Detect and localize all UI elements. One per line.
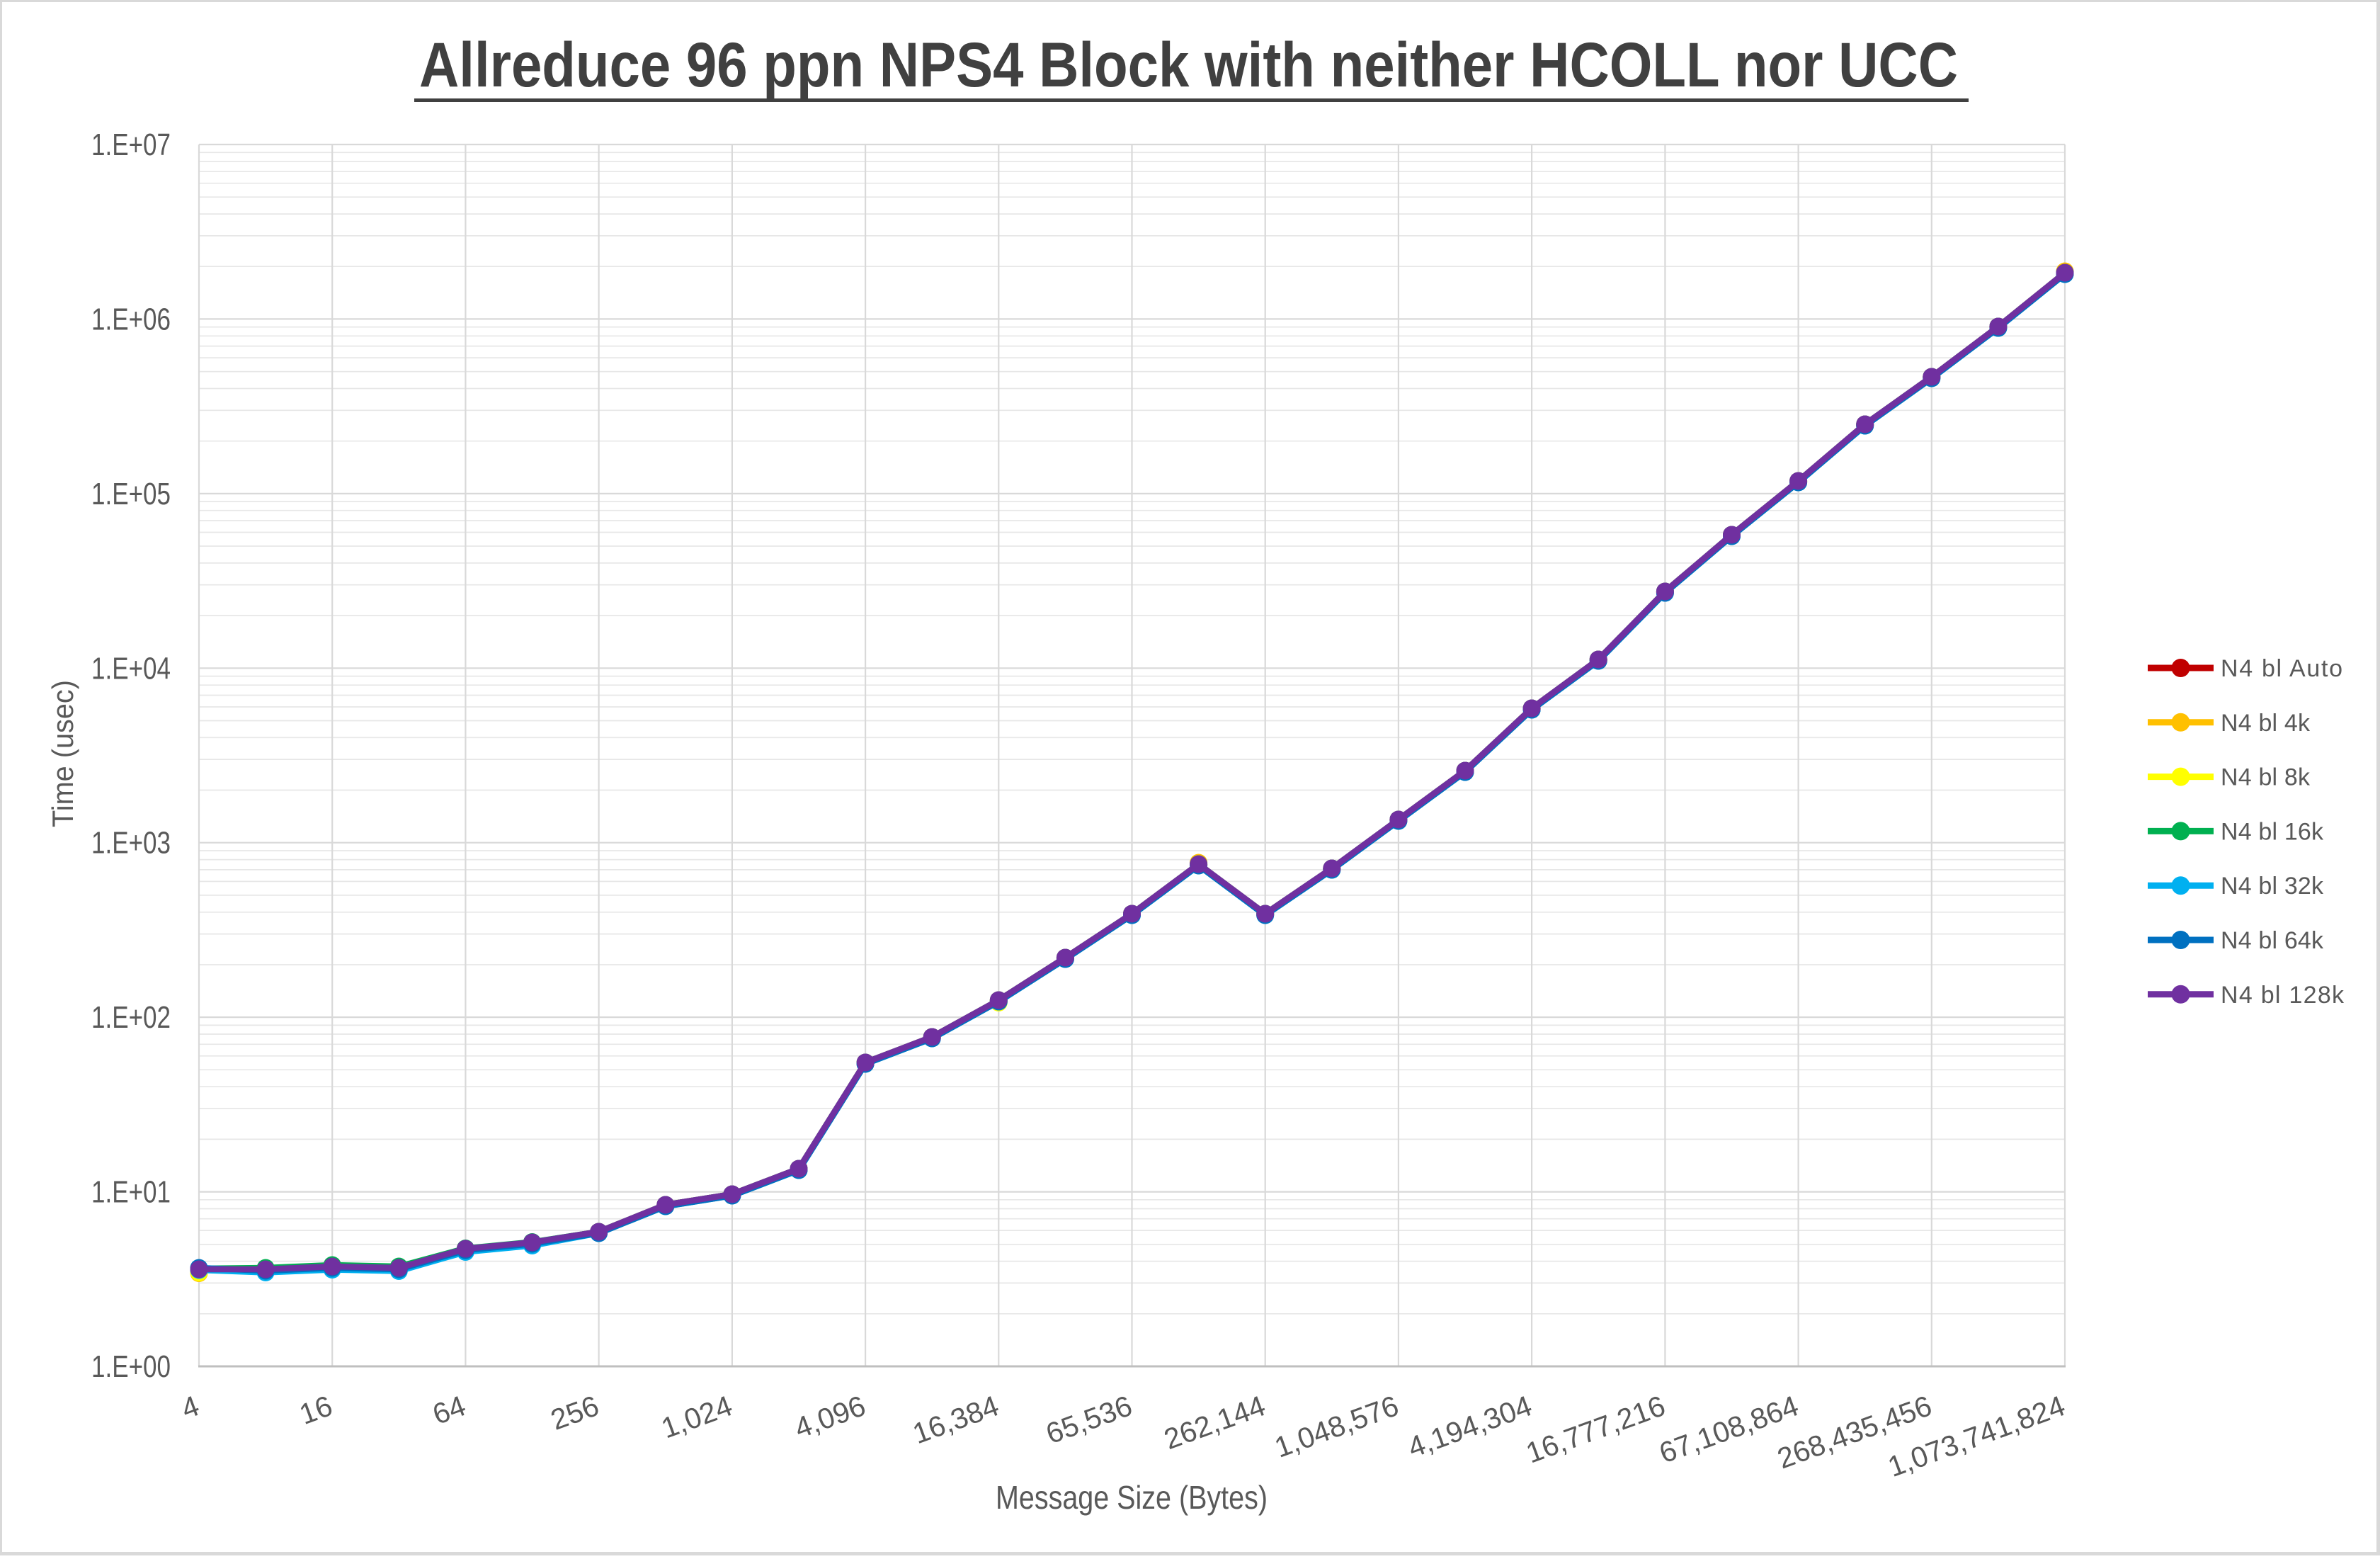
svg-text:N4 bl 64k: N4 bl 64k: [2221, 927, 2324, 954]
svg-text:Time (usec): Time (usec): [46, 680, 79, 827]
svg-text:N4 bl Auto: N4 bl Auto: [2221, 655, 2342, 682]
svg-text:1.E+01: 1.E+01: [91, 1175, 171, 1210]
svg-text:1.E+00: 1.E+00: [91, 1349, 171, 1384]
svg-text:1.E+04: 1.E+04: [91, 651, 171, 686]
svg-text:N4 bl 16k: N4 bl 16k: [2221, 818, 2324, 845]
svg-text:1.E+03: 1.E+03: [91, 826, 171, 861]
svg-text:N4 bl 4k: N4 bl 4k: [2221, 710, 2311, 737]
svg-text:Message Size (Bytes): Message Size (Bytes): [996, 1479, 1268, 1516]
svg-text:Allreduce 96 ppn NPS4 Block wi: Allreduce 96 ppn NPS4 Block with neither…: [419, 29, 1958, 100]
svg-text:1.E+02: 1.E+02: [91, 1000, 171, 1035]
svg-text:1.E+06: 1.E+06: [91, 302, 171, 336]
svg-text:N4 bl 8k: N4 bl 8k: [2221, 764, 2311, 791]
svg-text:1.E+07: 1.E+07: [91, 127, 171, 162]
svg-text:1.E+05: 1.E+05: [91, 477, 171, 511]
svg-text:N4 bl 128k: N4 bl 128k: [2221, 982, 2345, 1009]
svg-text:N4 bl 32k: N4 bl 32k: [2221, 873, 2324, 900]
